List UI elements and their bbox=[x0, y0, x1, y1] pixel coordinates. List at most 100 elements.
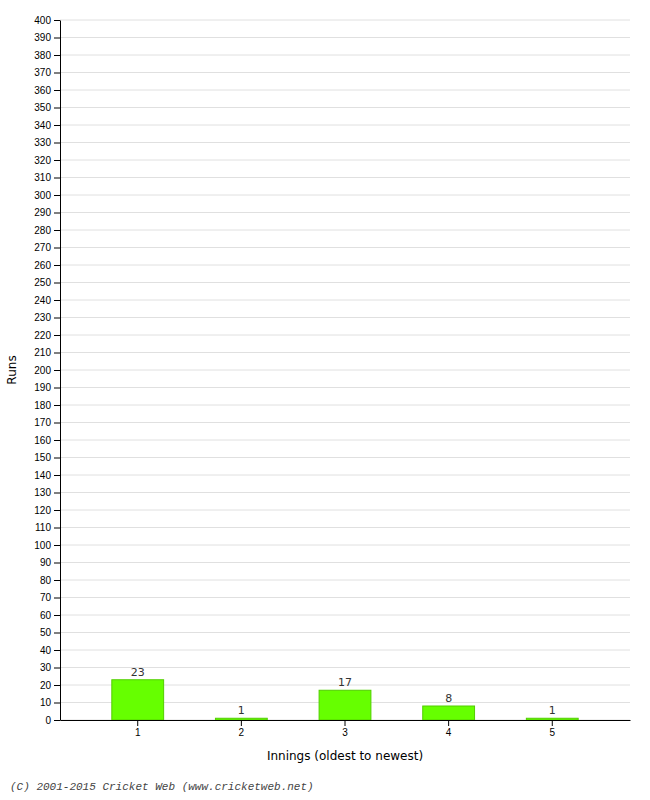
footnote: (C) 2001-2015 Cricket Web (www.cricketwe… bbox=[10, 781, 314, 793]
y-tick: 130 bbox=[34, 487, 60, 498]
y-axis-title: Runs bbox=[5, 355, 19, 384]
y-tick-label: 400 bbox=[34, 15, 51, 26]
y-tick-label: 330 bbox=[34, 137, 51, 148]
grid-line bbox=[60, 650, 630, 651]
y-tick-mark bbox=[54, 335, 60, 336]
x-tick: 3 bbox=[342, 720, 348, 738]
y-tick-label: 250 bbox=[34, 277, 51, 288]
grid-line bbox=[60, 510, 630, 511]
y-tick: 90 bbox=[40, 557, 60, 568]
y-tick: 170 bbox=[34, 417, 60, 428]
y-tick: 180 bbox=[34, 400, 60, 411]
y-tick: 270 bbox=[34, 242, 60, 253]
y-tick: 190 bbox=[34, 382, 60, 393]
bar bbox=[215, 718, 267, 720]
y-tick-mark bbox=[54, 668, 60, 669]
y-tick-label: 90 bbox=[40, 557, 52, 568]
y-tick-mark bbox=[54, 633, 60, 634]
y-tick: 300 bbox=[34, 190, 60, 201]
y-tick-mark bbox=[54, 475, 60, 476]
y-tick: 260 bbox=[34, 260, 60, 271]
y-tick-label: 210 bbox=[34, 347, 51, 358]
y-tick-mark bbox=[54, 510, 60, 511]
x-tick: 2 bbox=[239, 720, 245, 738]
chart-svg: 0102030405060708090100110120130140150160… bbox=[0, 0, 650, 800]
bar bbox=[526, 718, 578, 720]
grid-line bbox=[60, 55, 630, 56]
y-tick: 20 bbox=[40, 680, 60, 691]
grid-line bbox=[60, 580, 630, 581]
x-tick-mark bbox=[137, 720, 138, 726]
grid-line bbox=[60, 562, 630, 563]
y-tick: 390 bbox=[34, 32, 60, 43]
y-axis: 0102030405060708090100110120130140150160… bbox=[34, 15, 60, 726]
bar bbox=[423, 706, 475, 720]
grid-line bbox=[60, 475, 630, 476]
y-tick-label: 220 bbox=[34, 330, 51, 341]
data-label: 17 bbox=[338, 676, 352, 689]
grid-line bbox=[60, 195, 630, 196]
y-tick-mark bbox=[54, 388, 60, 389]
y-tick-label: 80 bbox=[40, 575, 52, 586]
y-tick-label: 260 bbox=[34, 260, 51, 271]
grid bbox=[60, 20, 630, 720]
y-tick: 400 bbox=[34, 15, 60, 26]
y-tick-label: 70 bbox=[40, 592, 52, 603]
grid-line bbox=[60, 142, 630, 143]
x-tick-label: 4 bbox=[446, 727, 452, 738]
y-tick: 110 bbox=[35, 522, 60, 533]
y-tick-mark bbox=[54, 563, 60, 564]
y-tick-label: 10 bbox=[40, 697, 52, 708]
y-tick-label: 30 bbox=[40, 662, 52, 673]
bar bbox=[319, 690, 371, 720]
y-tick-mark bbox=[54, 230, 60, 231]
x-tick: 1 bbox=[135, 720, 141, 738]
y-tick-label: 130 bbox=[34, 487, 51, 498]
x-tick-mark bbox=[448, 720, 449, 726]
x-tick-mark bbox=[552, 720, 553, 726]
y-tick-mark bbox=[54, 580, 60, 581]
grid-line bbox=[60, 300, 630, 301]
data-label: 1 bbox=[549, 704, 556, 717]
y-tick-mark bbox=[54, 20, 60, 21]
y-tick-mark bbox=[54, 265, 60, 266]
x-tick: 5 bbox=[549, 720, 555, 738]
y-tick-mark bbox=[54, 720, 60, 721]
grid-line bbox=[60, 72, 630, 73]
y-tick-mark bbox=[54, 160, 60, 161]
y-tick-mark bbox=[54, 143, 60, 144]
y-tick-label: 50 bbox=[40, 627, 52, 638]
y-tick-label: 380 bbox=[34, 50, 51, 61]
y-tick-label: 40 bbox=[40, 645, 52, 656]
grid-line bbox=[60, 335, 630, 336]
y-tick: 80 bbox=[40, 575, 60, 586]
y-tick: 320 bbox=[34, 155, 60, 166]
y-tick-mark bbox=[54, 38, 60, 39]
x-tick-mark bbox=[241, 720, 242, 726]
y-tick-mark bbox=[54, 685, 60, 686]
y-tick-label: 100 bbox=[34, 540, 51, 551]
y-tick-label: 230 bbox=[34, 312, 51, 323]
y-tick: 200 bbox=[34, 365, 60, 376]
y-tick-label: 20 bbox=[40, 680, 52, 691]
y-tick: 330 bbox=[34, 137, 60, 148]
grid-line bbox=[60, 422, 630, 423]
y-tick-mark bbox=[54, 213, 60, 214]
grid-line bbox=[60, 20, 630, 21]
grid-line bbox=[60, 492, 630, 493]
grid-line bbox=[60, 265, 630, 266]
grid-line bbox=[60, 37, 630, 38]
y-tick-mark bbox=[54, 703, 60, 704]
grid-line bbox=[60, 440, 630, 441]
x-tick-label: 1 bbox=[135, 727, 141, 738]
y-tick-mark bbox=[54, 178, 60, 179]
chart-container: 0102030405060708090100110120130140150160… bbox=[0, 0, 650, 800]
y-tick: 30 bbox=[40, 662, 60, 673]
y-tick-label: 0 bbox=[45, 715, 51, 726]
y-tick: 0 bbox=[45, 715, 60, 726]
y-tick-mark bbox=[54, 55, 60, 56]
y-tick-label: 270 bbox=[34, 242, 51, 253]
y-tick-label: 240 bbox=[34, 295, 51, 306]
grid-line bbox=[60, 405, 630, 406]
grid-line bbox=[60, 597, 630, 598]
